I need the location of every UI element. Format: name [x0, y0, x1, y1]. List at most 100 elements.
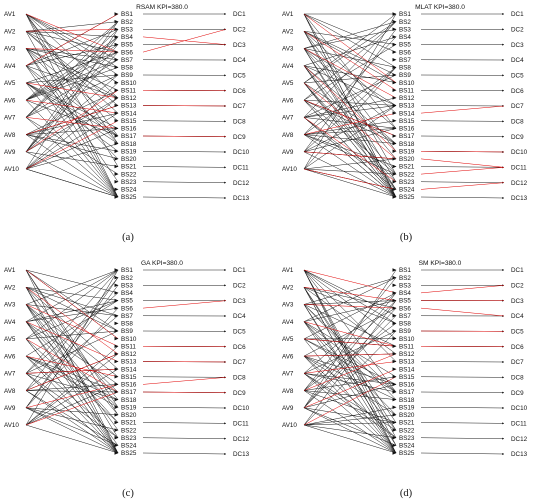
bs-node-label: BS14 [399, 366, 415, 373]
av-node-label: AV2 [4, 28, 16, 35]
highlighted-link [25, 120, 119, 170]
bs-node-label: BS25 [399, 450, 415, 457]
dc-node-label: DC13 [511, 451, 528, 458]
highlighted-bs-dc-link [142, 377, 227, 385]
bs-arrowhead [392, 336, 397, 341]
av-node-label: AV9 [282, 405, 294, 412]
bs-arrowhead [392, 187, 397, 192]
av-bs-link [25, 21, 119, 101]
dc-node-label: DC3 [511, 298, 524, 305]
bs-node-label: BS9 [399, 72, 411, 79]
dc-node-label: DC9 [511, 390, 524, 397]
dc-node-label: DC5 [511, 329, 524, 336]
av-node-label: AV6 [282, 97, 294, 104]
bs-node-label: BS6 [121, 49, 133, 56]
av-bs-link [25, 346, 119, 426]
av-bs-link [303, 65, 397, 83]
bs-arrowhead [392, 149, 397, 154]
av-bs-link [25, 168, 119, 198]
dc-node-label: DC6 [233, 344, 246, 351]
dc-node-label: DC7 [511, 103, 524, 110]
av-bs-link [303, 269, 397, 324]
av-bs-link [303, 151, 397, 198]
av-bs-link [303, 44, 397, 101]
bs-node-label: BS21 [399, 164, 415, 171]
av-bs-link [25, 151, 119, 167]
bs-node-label: BS4 [399, 34, 411, 41]
bs-node-label: BS25 [121, 194, 137, 201]
bs-arrowhead [114, 172, 119, 176]
bs-arrowhead [114, 35, 119, 39]
bs-arrowhead [392, 367, 397, 371]
av-bs-link [303, 390, 397, 454]
dc-node-label: DC3 [511, 42, 524, 49]
av-bs-link [25, 117, 119, 198]
av-bs-link [25, 321, 119, 408]
av-bs-link [25, 31, 119, 198]
av-bs-link [303, 424, 397, 454]
av-bs-link [25, 97, 119, 170]
highlighted-link [25, 99, 119, 114]
highlighted-bs-dc-link [420, 167, 505, 175]
bs-node-label: BS5 [399, 42, 411, 49]
bs-arrowhead [392, 73, 397, 77]
bs-node-label: BS5 [121, 298, 133, 305]
av-bs-link [303, 338, 397, 393]
av-bs-link [25, 74, 119, 118]
av-node-label: AV3 [4, 302, 16, 309]
av-bs-link [25, 48, 119, 121]
bs-node-label: BS17 [399, 389, 415, 396]
bs-arrowhead [392, 118, 397, 123]
av-bs-link [303, 330, 397, 374]
bs-node-label: BS22 [399, 427, 415, 434]
bs-arrowhead [392, 435, 397, 440]
av-bs-link [303, 355, 397, 416]
bs-node-label: BS23 [399, 435, 415, 442]
bs-arrowhead [114, 283, 119, 288]
bs-node-label: BS20 [121, 156, 137, 163]
av-bs-link [303, 13, 397, 175]
av-bs-link [25, 286, 119, 301]
av-bs-link [25, 117, 119, 175]
av-bs-link [25, 21, 119, 118]
av-bs-link [25, 300, 119, 322]
bs-arrowhead [114, 390, 119, 394]
dc-node-label: DC1 [233, 11, 246, 18]
highlighted-link [25, 355, 119, 377]
av-bs-link [303, 13, 397, 53]
bs-node-label: BS18 [399, 397, 415, 404]
bs-dc-link [420, 120, 505, 123]
av-bs-link [25, 330, 119, 340]
panel-c: GA KPI=380.0 AV1 AV2 AV3 AV4 AV5 AV6 AV7 AV8 AV9 A… [4, 260, 250, 499]
bs-node-label: BS6 [121, 305, 133, 312]
av-bs-link [303, 269, 397, 438]
bs-arrowhead [392, 352, 397, 356]
bs-arrowhead [392, 57, 397, 62]
highlighted-link [303, 304, 397, 309]
dc-node-label: DC13 [233, 195, 250, 202]
bs-arrowhead [114, 428, 119, 432]
bs-node-label: BS9 [121, 72, 133, 79]
bs-dc-link [420, 376, 505, 379]
av-bs-link [25, 143, 119, 170]
bs-arrowhead [114, 96, 119, 100]
bs-dc-link [420, 422, 505, 425]
bs-arrowhead [114, 80, 119, 85]
dc-node-label: DC2 [233, 283, 246, 290]
av-node-label: AV5 [282, 336, 294, 343]
bs-arrowhead [392, 96, 397, 100]
av-bs-link [303, 321, 397, 377]
dc-node-label: DC4 [511, 313, 524, 320]
highlighted-bs-dc-link [142, 135, 227, 137]
dc-node-label: DC10 [233, 149, 250, 156]
bs-arrowhead [392, 164, 397, 169]
av-bs-link [303, 120, 397, 135]
bs-dc-link [420, 452, 505, 455]
dc-node-label: DC7 [511, 359, 524, 366]
av-node-label: AV6 [4, 353, 16, 360]
dc-node-label: DC6 [511, 344, 524, 351]
bs-node-label: BS20 [399, 156, 415, 163]
av-bs-link [25, 112, 119, 135]
bs-arrowhead [114, 57, 119, 62]
bs-arrowhead [114, 321, 119, 326]
